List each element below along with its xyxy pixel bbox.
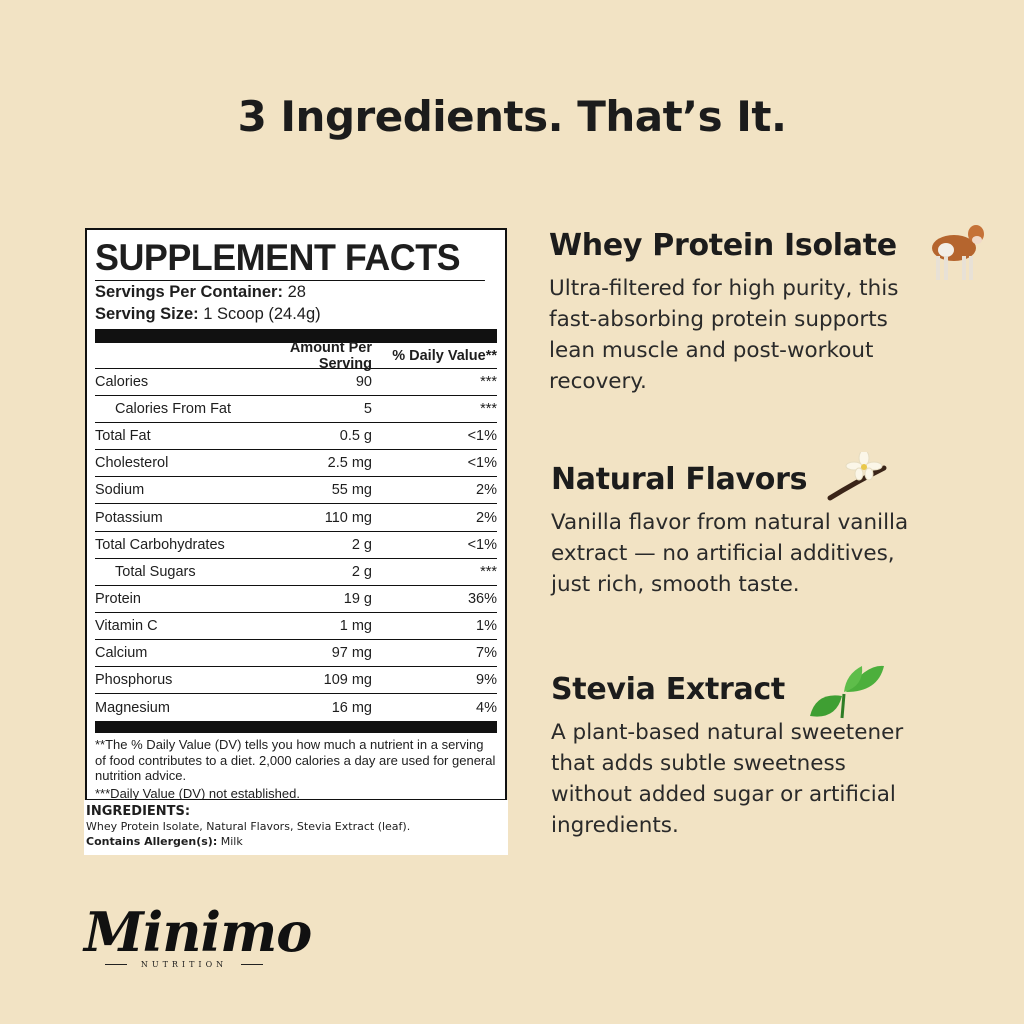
facts-amount: 16 mg [331,699,372,716]
facts-dv: 2% [476,509,497,526]
facts-row: Calcium 97 mg 7% [95,640,497,668]
serving-size: Serving Size: 1 Scoop (24.4g) [95,305,321,323]
facts-dv: 1% [476,617,497,634]
facts-row: Magnesium 16 mg 4% [95,694,497,721]
facts-name: Total Fat [95,428,151,445]
facts-amount: 2 g [351,536,372,553]
facts-name: Magnesium [95,699,170,716]
facts-amount: 19 g [343,590,372,607]
facts-amount: 97 mg [331,644,372,661]
facts-row: Phosphorus 109 mg 9% [95,667,497,695]
facts-row: Total Carbohydrates 2 g <1% [95,532,497,559]
facts-name: Phosphorus [95,672,173,689]
facts-amount: 1 mg [339,617,372,634]
facts-amount: 0.5 g [339,428,372,445]
footnote: **The % Daily Value (DV) tells you how m… [95,737,496,784]
facts-name: Sodium [95,482,145,499]
facts-row: Protein 19 g 36% [95,586,497,613]
divider [95,721,497,734]
footnote: ***Daily Value (DV) not established. [95,785,300,801]
facts-dv: <1% [467,536,497,553]
facts-amount: 55 mg [331,482,372,499]
facts-dv: <1% [467,455,497,472]
facts-amount: 90 [355,374,372,391]
facts-row: Sodium 55 mg 2% [95,477,497,505]
facts-header: Amount Per Serving% Daily Value** [95,340,497,372]
facts-dv: 36% [467,590,497,607]
facts-name: Calories [95,374,149,391]
divider [95,329,497,343]
facts-dv: 7% [476,644,497,661]
facts-dv: <1% [467,428,497,445]
facts-name: Cholesterol [95,455,169,472]
facts-dv: 4% [476,699,497,716]
facts-name: Vitamin C [95,617,158,634]
facts-row: Total Fat 0.5 g <1% [95,423,497,451]
ingredient-stevia: Stevia Extract A plant-based natural swee… [551,672,904,838]
facts-name: Calcium [95,644,148,661]
facts-row: Total Sugars 2 g *** [95,559,497,586]
facts-dv: *** [480,374,497,391]
facts-amount: 2 g [351,563,372,580]
facts-row: Cholesterol 2.5 mg <1% [95,450,497,478]
cow-icon [932,225,984,280]
servings-per-container: Servings Per Container: 28 [95,283,306,301]
facts-name: Calories From Fat [115,401,232,418]
facts-name: Total Carbohydrates [95,536,225,553]
facts-dv: 2% [476,482,497,499]
facts-name: Total Sugars [115,563,196,580]
facts-dv: *** [480,401,497,418]
facts-row: Potassium 110 mg 2% [95,504,497,532]
facts-name: Protein [95,590,141,607]
ingredient-flavors: Natural Flavors Vanilla flavor from natur… [551,462,909,597]
leaf-icon [810,665,884,719]
vanilla-flower-icon [827,452,887,501]
facts-amount: 2.5 mg [327,455,372,472]
brand-logo: Minimo NUTRITION [84,900,312,969]
ingredients-block: INGREDIENTS: Whey Protein Isolate, Natur… [84,800,508,855]
facts-dv: *** [480,563,497,580]
supplement-facts-panel: SUPPLEMENT FACTS Servings Per Container:… [85,228,507,801]
facts-dv: 9% [476,672,497,689]
headline: 3 Ingredients. That’s It. [237,92,787,141]
facts-row: Calories 90 *** [95,369,497,397]
facts-amount: 110 mg [324,509,372,526]
facts-row: Vitamin C 1 mg 1% [95,613,497,640]
facts-row: Calories From Fat 5 *** [95,396,497,424]
facts-title: SUPPLEMENT FACTS [95,236,485,281]
facts-amount: 109 mg [323,672,372,689]
ingredient-whey: Whey Protein Isolate Ultra-filtered for h… [549,228,899,394]
facts-amount: 5 [363,401,372,418]
facts-name: Potassium [95,509,163,526]
